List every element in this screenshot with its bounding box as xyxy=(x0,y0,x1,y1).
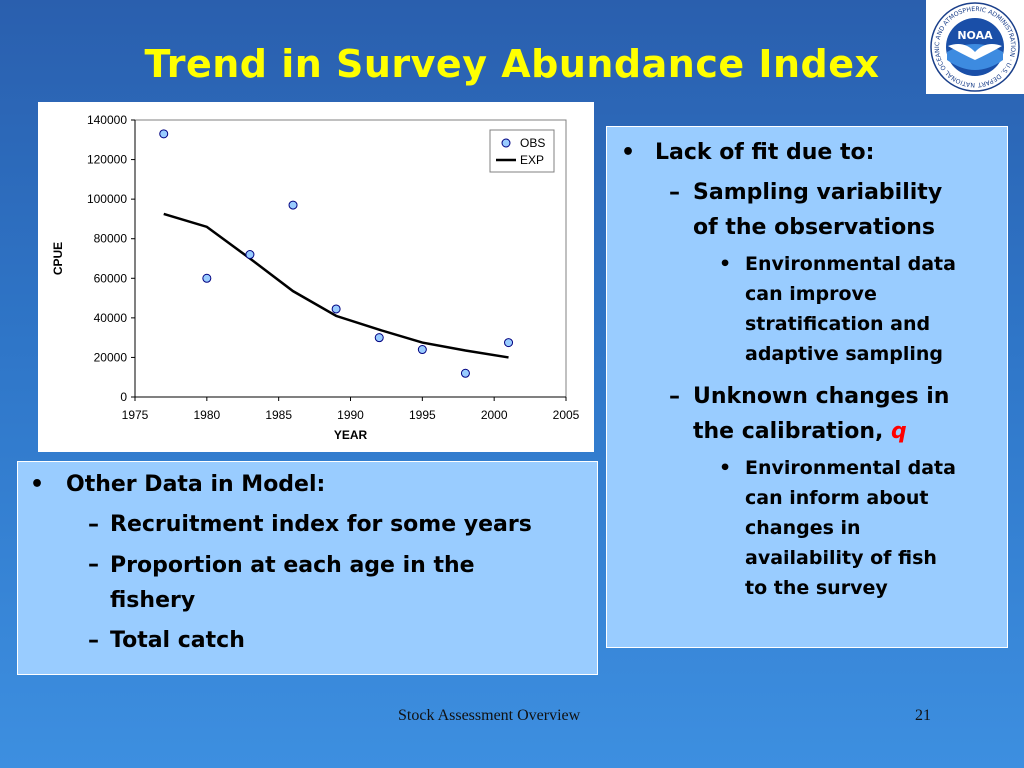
obs-point xyxy=(417,345,427,355)
proportion-item: Proportion at each age in the fishery xyxy=(110,553,475,613)
sub-bullet-dot: • xyxy=(719,457,732,479)
bullet-dot: • xyxy=(30,472,45,497)
x-tick-label: 2000 xyxy=(481,408,508,422)
q-symbol: q xyxy=(891,419,907,444)
cpue-chart: 0 20000 40000 60000 80000 100000 120000 140000 1… xyxy=(51,113,580,442)
y-tick-label: 20000 xyxy=(94,350,128,364)
total-catch-item: Total catch xyxy=(110,628,245,653)
obs-point xyxy=(460,368,470,378)
availability-subitem: Environmental data can inform about chan… xyxy=(745,457,956,599)
y-axis-label: CPUE xyxy=(51,242,65,275)
logo-text: NOAA xyxy=(957,29,993,42)
y-tick-label: 60000 xyxy=(94,271,128,285)
y-tick-label: 0 xyxy=(120,390,127,404)
dash-marker: – xyxy=(669,180,680,205)
y-tick-label: 40000 xyxy=(94,311,128,325)
noaa-emblem-icon: NATIONAL OCEANIC AND ATMOSPHERIC ADMINIS… xyxy=(923,0,1020,92)
y-tick-label: 120000 xyxy=(87,153,127,167)
lack-of-fit-heading: Lack of fit due to: xyxy=(655,140,875,165)
stratification-subitem: Environmental data can improve stratific… xyxy=(745,253,956,365)
exp-series-line xyxy=(163,212,509,359)
x-tick-label: 1990 xyxy=(337,408,364,422)
obs-point xyxy=(159,129,169,139)
dash-marker: – xyxy=(88,628,99,653)
other-data-heading: Other Data in Model: xyxy=(66,472,326,497)
x-tick-label: 1985 xyxy=(265,408,292,422)
slide-title: Trend in Survey Abundance Index xyxy=(144,42,880,86)
page-number: 21 xyxy=(915,707,931,724)
legend-label: EXP xyxy=(520,153,544,167)
x-tick-label: 1995 xyxy=(409,408,436,422)
x-tick-label: 1975 xyxy=(122,408,149,422)
sub-bullet-dot: • xyxy=(719,253,732,275)
obs-point xyxy=(331,304,341,314)
chart-container: 0 20000 40000 60000 80000 100000 120000 140000 1… xyxy=(38,102,594,452)
obs-point xyxy=(202,273,212,283)
y-tick-label: 140000 xyxy=(87,113,127,127)
obs-point xyxy=(504,338,514,348)
x-tick-label: 1980 xyxy=(193,408,220,422)
bullet-dot: • xyxy=(621,140,636,165)
noaa-logo: NATIONAL OCEANIC AND ATMOSPHERIC ADMINIS… xyxy=(923,0,1024,94)
sampling-variability-item: Sampling variability of the observations xyxy=(693,180,943,240)
dash-marker: – xyxy=(669,384,680,409)
legend-obs-marker xyxy=(501,138,511,148)
legend-label: OBS xyxy=(520,136,545,150)
y-tick-label: 80000 xyxy=(94,232,128,246)
obs-point xyxy=(374,333,384,343)
left-text-panel: • Other Data in Model: – Recruitment ind… xyxy=(17,461,598,675)
obs-point xyxy=(245,250,255,260)
x-axis-label: YEAR xyxy=(334,428,368,442)
y-tick-label: 100000 xyxy=(87,192,127,206)
recruitment-item: Recruitment index for some years xyxy=(110,512,532,537)
right-text-panel: • Lack of fit due to: – Sampling variabi… xyxy=(606,126,1008,648)
obs-point xyxy=(288,200,298,210)
calibration-item: Unknown changes in the calibration, q xyxy=(693,384,950,444)
dash-marker: – xyxy=(88,512,99,537)
x-tick-label: 2005 xyxy=(553,408,580,422)
footer-text: Stock Assessment Overview xyxy=(398,707,581,724)
legend-box xyxy=(489,129,555,173)
dash-marker: – xyxy=(88,552,99,577)
